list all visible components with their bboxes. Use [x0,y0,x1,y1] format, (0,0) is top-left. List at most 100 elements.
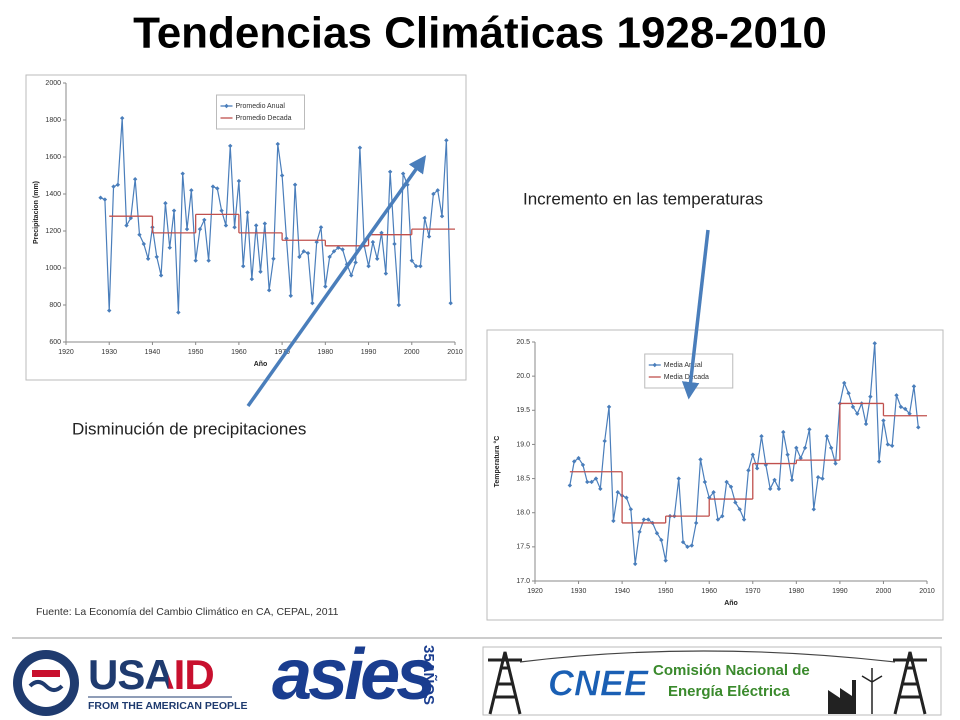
x-tick-label: 1980 [789,588,805,595]
point [119,115,125,121]
x-tick-label: 1990 [361,349,377,356]
point [323,284,328,289]
point [314,239,319,245]
chart: 600 800 1000 1200 1400 1600 1800 2000 1920 1930 19… [25,74,467,381]
y-tick-label: 20.0 [516,373,530,380]
point [171,208,177,213]
point [916,425,921,430]
point [833,461,838,466]
point [154,254,159,260]
point [811,507,816,512]
point [628,507,634,512]
point [349,273,354,278]
x-tick-label: 1970 [274,349,290,356]
point [387,169,393,174]
point [707,495,712,500]
annotation: Disminución de precipitaciones [72,419,306,438]
arrow [681,229,710,400]
point [366,263,371,269]
point [828,445,834,451]
point [111,184,116,189]
point [340,247,345,252]
x-tick-label: 2010 [447,349,463,356]
point [898,404,904,410]
x-tick-label: 1950 [188,349,204,356]
point [889,443,895,448]
point [236,178,242,184]
point [741,517,747,522]
point [711,490,716,495]
point [842,380,847,386]
x-tick-label: 1940 [614,588,630,595]
point [184,226,190,232]
point [720,513,725,519]
point [197,226,203,232]
point [258,269,263,274]
x-tick-label: 1960 [701,588,717,595]
point [448,300,453,306]
point [733,500,738,505]
point [659,537,664,543]
point [567,483,573,488]
x-tick-label: 1920 [527,588,543,595]
asies-logo: asies 35AÑOS [272,635,438,715]
point [310,300,315,306]
point [785,452,790,457]
x-tick-label: 1930 [101,349,117,356]
point [392,241,397,247]
point [885,442,890,447]
point [167,245,172,250]
x-tick-label: 2000 [876,588,892,595]
point [820,476,825,481]
point [685,544,690,550]
point [698,457,703,462]
point [737,507,742,512]
y-tick-label: 18.0 [516,510,530,517]
cnee-name: Energía Eléctrica [668,683,790,700]
point [275,141,280,147]
y-tick-label: 1800 [45,117,61,124]
x-tick-label: 1960 [231,349,247,356]
point [863,421,869,427]
y-tick-label: 1200 [45,228,61,235]
point [768,486,773,492]
point [215,186,220,191]
y-tick-label: 17.5 [516,544,530,551]
point [850,404,856,410]
point [872,341,877,346]
point [602,438,607,444]
asies-wordmark: asies [272,635,434,715]
point [611,518,616,524]
y-axis-label: Precipitacion (mm) [33,181,40,244]
point [331,249,337,254]
point [163,201,168,206]
point [615,490,620,495]
point [789,477,795,483]
legend-label: Promedio Decada [236,115,292,122]
point [357,145,363,150]
x-tick-label: 1970 [745,588,761,595]
charts: 600 800 1000 1200 1400 1600 1800 2000 1920 1930 19… [25,74,944,621]
arrow [246,155,427,408]
point [776,486,782,492]
point [292,182,298,187]
point [715,517,721,522]
y-tick-label: 800 [49,302,61,309]
point [353,260,358,265]
usaid-wordmark: USAID [88,651,214,698]
cnee-wordmark: CNEE [548,663,649,704]
point [754,466,760,471]
point [132,177,138,182]
point [802,445,808,451]
point [288,293,293,298]
legend-box [216,94,305,130]
point [396,302,402,308]
point [245,210,250,215]
annotation: Incremento en las temperaturas [523,189,763,208]
point [598,486,603,492]
usaid-logo: USAID FROM THE AMERICAN PEOPLE [13,650,247,716]
y-tick-label: 20.5 [516,339,530,346]
seal-inner [22,659,70,707]
point [232,225,237,230]
source-note: Fuente: La Economía del Cambio Climático… [36,606,339,618]
